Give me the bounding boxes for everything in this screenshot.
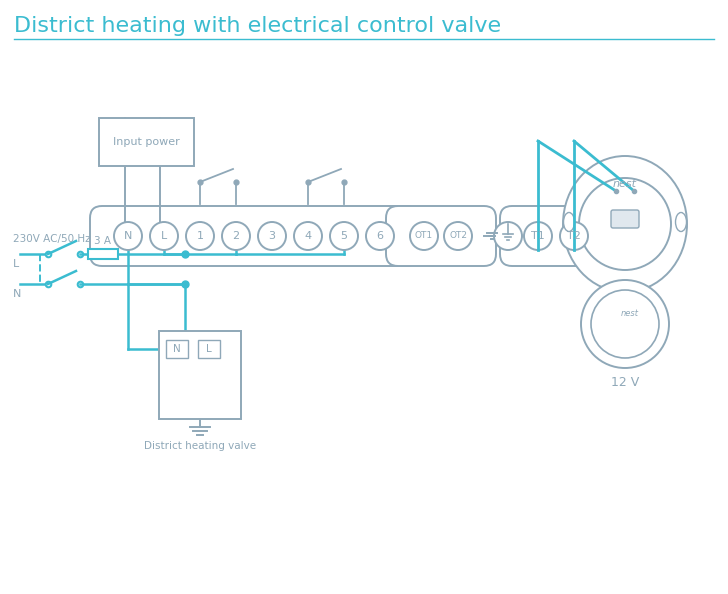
- Text: L: L: [13, 259, 19, 269]
- FancyBboxPatch shape: [386, 206, 496, 266]
- FancyBboxPatch shape: [198, 340, 220, 358]
- Text: 5: 5: [341, 231, 347, 241]
- Circle shape: [579, 178, 671, 270]
- Text: N: N: [173, 344, 181, 354]
- Ellipse shape: [563, 156, 687, 292]
- Text: 1: 1: [197, 231, 204, 241]
- Text: N: N: [13, 289, 21, 299]
- Circle shape: [330, 222, 358, 250]
- Text: 12 V: 12 V: [611, 376, 639, 389]
- Text: OT1: OT1: [415, 232, 433, 241]
- Text: 3: 3: [269, 231, 275, 241]
- Circle shape: [186, 222, 214, 250]
- Circle shape: [366, 222, 394, 250]
- Text: 2: 2: [232, 231, 240, 241]
- FancyBboxPatch shape: [611, 210, 639, 228]
- FancyBboxPatch shape: [500, 206, 612, 266]
- FancyBboxPatch shape: [90, 206, 418, 266]
- Circle shape: [560, 222, 588, 250]
- Circle shape: [410, 222, 438, 250]
- Circle shape: [444, 222, 472, 250]
- Circle shape: [524, 222, 552, 250]
- Ellipse shape: [563, 213, 574, 232]
- Text: 3 A: 3 A: [95, 236, 111, 246]
- Text: T2: T2: [567, 231, 581, 241]
- Text: 4: 4: [304, 231, 312, 241]
- FancyBboxPatch shape: [98, 118, 194, 166]
- Circle shape: [581, 280, 669, 368]
- FancyBboxPatch shape: [88, 249, 118, 259]
- Circle shape: [258, 222, 286, 250]
- Text: OT2: OT2: [449, 232, 467, 241]
- Text: District heating with electrical control valve: District heating with electrical control…: [14, 16, 501, 36]
- FancyBboxPatch shape: [166, 340, 188, 358]
- Text: 6: 6: [376, 231, 384, 241]
- Text: T1: T1: [531, 231, 545, 241]
- Circle shape: [591, 290, 659, 358]
- Text: District heating valve: District heating valve: [144, 441, 256, 451]
- Text: Input power: Input power: [113, 137, 179, 147]
- Text: nest: nest: [613, 179, 637, 189]
- Ellipse shape: [676, 213, 687, 232]
- Text: 230V AC/50 Hz: 230V AC/50 Hz: [13, 234, 90, 244]
- FancyBboxPatch shape: [159, 331, 241, 419]
- Text: L: L: [206, 344, 212, 354]
- Circle shape: [494, 222, 522, 250]
- Circle shape: [150, 222, 178, 250]
- Text: nest: nest: [621, 309, 639, 318]
- Circle shape: [294, 222, 322, 250]
- Circle shape: [114, 222, 142, 250]
- Text: N: N: [124, 231, 132, 241]
- Text: L: L: [161, 231, 167, 241]
- Circle shape: [222, 222, 250, 250]
